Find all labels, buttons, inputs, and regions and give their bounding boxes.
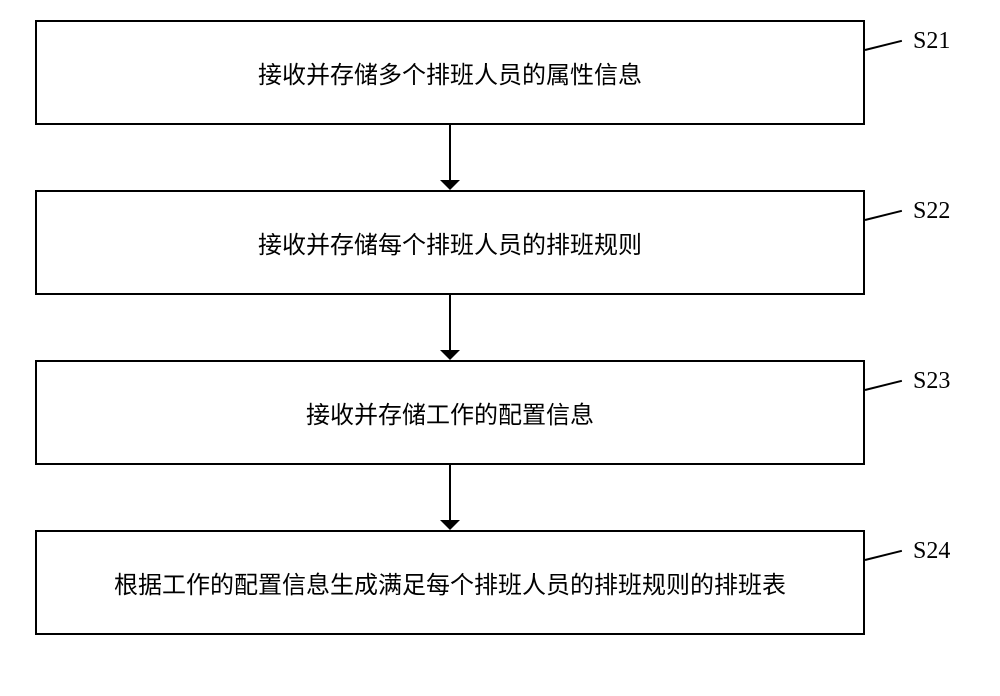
flow-step-text: 根据工作的配置信息生成满足每个排班人员的排班规则的排班表	[114, 565, 786, 600]
callout-line	[865, 380, 902, 391]
flow-step-label: S23	[913, 368, 950, 395]
flow-step-text: 接收并存储工作的配置信息	[306, 395, 594, 430]
flow-arrow-head	[440, 350, 460, 360]
callout-line	[865, 40, 902, 51]
flow-step-box: 接收并存储多个排班人员的属性信息	[35, 20, 865, 125]
flow-arrow-line	[449, 295, 451, 350]
flow-arrow-line	[449, 465, 451, 520]
flow-arrow-line	[449, 125, 451, 180]
flow-step-box: 接收并存储工作的配置信息	[35, 360, 865, 465]
flow-step-label: S24	[913, 538, 950, 565]
flow-step-label: S22	[913, 198, 950, 225]
flow-step-box: 根据工作的配置信息生成满足每个排班人员的排班规则的排班表	[35, 530, 865, 635]
flow-arrow-head	[440, 520, 460, 530]
flow-step-text: 接收并存储每个排班人员的排班规则	[258, 225, 642, 260]
flow-step-box: 接收并存储每个排班人员的排班规则	[35, 190, 865, 295]
callout-line	[865, 210, 902, 221]
flow-step-label: S21	[913, 28, 950, 55]
flow-step-text: 接收并存储多个排班人员的属性信息	[258, 55, 642, 90]
callout-line	[865, 550, 902, 561]
flow-arrow-head	[440, 180, 460, 190]
flowchart-canvas: 接收并存储多个排班人员的属性信息 S21 接收并存储每个排班人员的排班规则 S22 接收…	[0, 0, 1000, 696]
